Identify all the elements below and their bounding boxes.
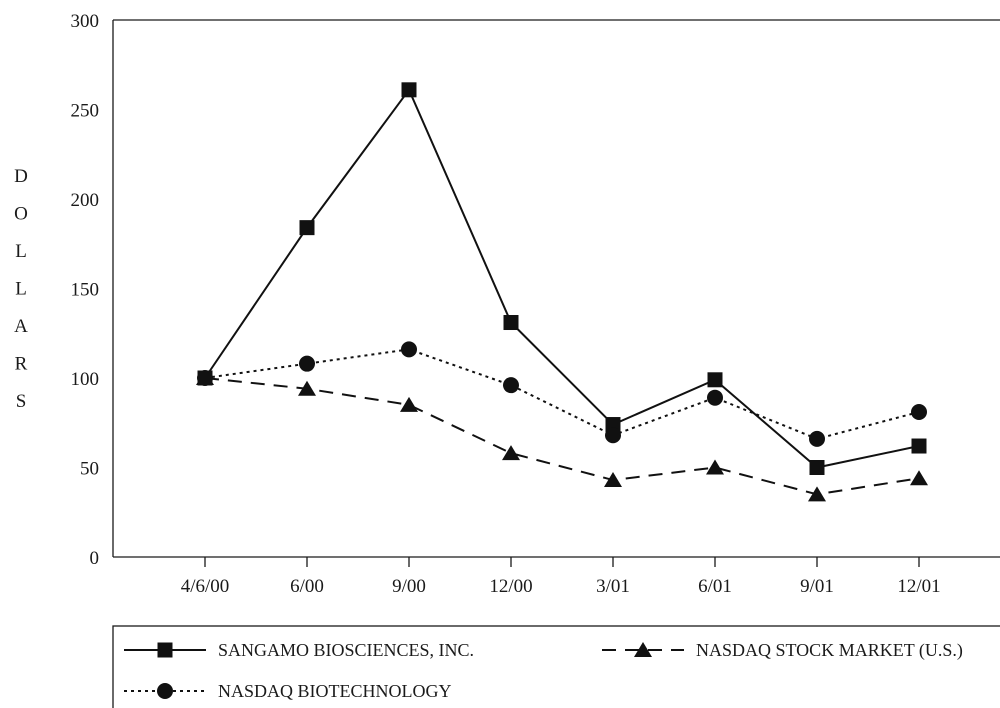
y-axis-label-letter: L [15, 279, 27, 300]
series-lines [204, 87, 920, 496]
legend-marker-circle [157, 683, 173, 699]
x-tick-label: 6/01 [698, 576, 732, 597]
y-tick-label: 100 [71, 369, 100, 390]
legend-label: NASDAQ STOCK MARKET (U.S.) [696, 640, 963, 661]
y-axis-label-letter: O [14, 204, 28, 225]
data-point-circle [911, 404, 927, 421]
x-tick-labels: 4/6/00 6/00 9/00 12/00 3/01 6/01 9/01 12/01 [181, 557, 941, 597]
legend-marker-triangle [634, 642, 652, 657]
legend-marker-square [157, 642, 173, 658]
data-point-triangle [808, 486, 826, 502]
y-tick-labels: 0 50 100 150 200 250 300 [71, 11, 100, 569]
data-point-triangle [910, 470, 928, 486]
data-point-triangle [502, 445, 520, 461]
data-point-triangle [706, 459, 724, 475]
y-tick-label: 0 [90, 548, 100, 569]
y-axis-label-letter: A [14, 316, 28, 337]
legend-label: NASDAQ BIOTECHNOLOGY [218, 681, 452, 701]
data-point-circle [299, 355, 315, 372]
x-tick-label: 9/01 [800, 576, 834, 597]
legend: SANGAMO BIOSCIENCES, INC. NASDAQ STOCK MA… [112, 625, 1000, 708]
y-tick-label: 150 [71, 280, 100, 301]
series-markers [196, 82, 928, 502]
axes [112, 19, 1000, 558]
data-point-square [299, 220, 315, 236]
data-point-square [503, 315, 519, 331]
data-point-square [401, 82, 417, 98]
y-axis-label-letter: R [15, 354, 28, 375]
data-point-circle [809, 430, 825, 447]
x-tick-label: 12/00 [489, 576, 532, 597]
data-point-circle [197, 370, 213, 386]
series-line-circle [204, 348, 920, 440]
data-point-circle [503, 377, 519, 394]
data-point-square [809, 460, 825, 475]
data-point-circle [605, 427, 621, 444]
x-tick-label: 6/00 [290, 576, 324, 597]
x-tick-label: 12/01 [897, 576, 940, 597]
x-tick-label: 3/01 [596, 576, 630, 597]
legend-box [112, 625, 1000, 708]
data-point-circle [707, 389, 723, 406]
data-point-square [707, 372, 723, 388]
y-tick-label: 300 [71, 11, 100, 32]
y-axis-label-letter: D [14, 166, 28, 187]
series-line-triangle [204, 377, 920, 496]
data-point-triangle [400, 396, 418, 412]
x-tick-label: 4/6/00 [181, 576, 230, 597]
data-point-triangle [604, 472, 622, 488]
y-axis-label-letter: L [15, 241, 27, 262]
y-tick-label: 50 [80, 459, 99, 480]
data-point-square [911, 438, 927, 454]
y-tick-label: 250 [71, 101, 100, 122]
x-tick-label: 9/00 [392, 576, 426, 597]
data-point-triangle [298, 380, 316, 396]
y-tick-label: 200 [71, 190, 100, 211]
series-line-square [204, 87, 920, 469]
legend-label: SANGAMO BIOSCIENCES, INC. [218, 640, 474, 660]
y-axis-label-letter: S [16, 391, 27, 412]
data-point-circle [401, 341, 417, 358]
